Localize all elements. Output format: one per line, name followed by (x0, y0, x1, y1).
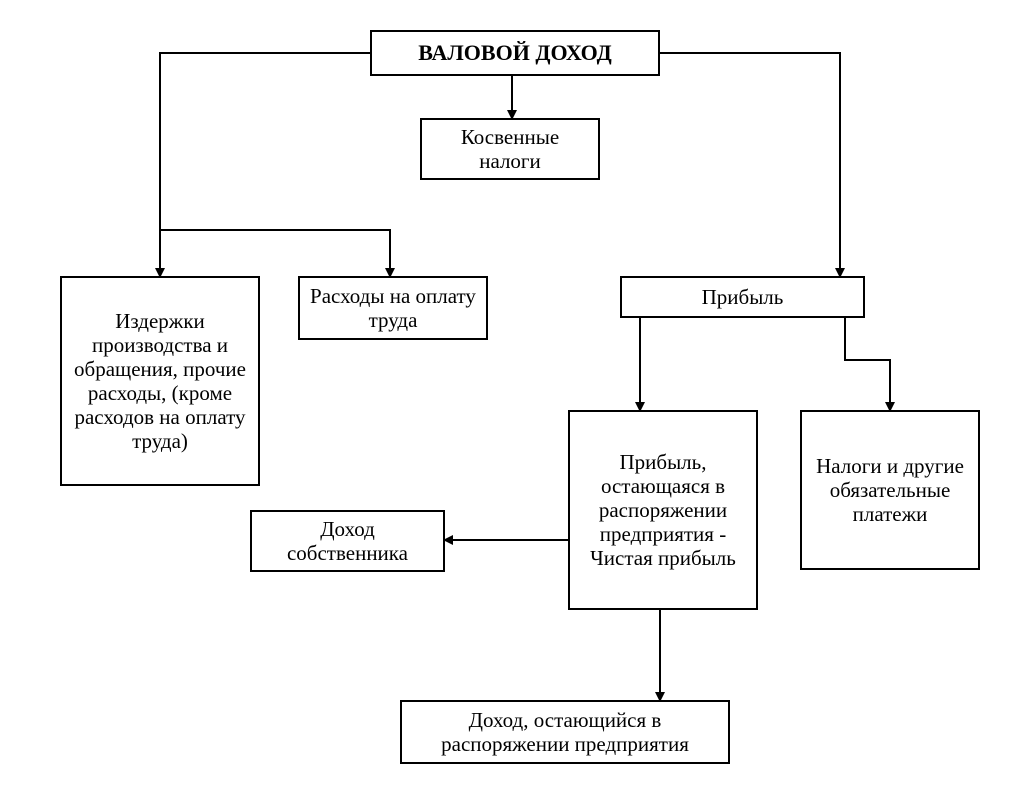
node-label: Прибыль (702, 285, 784, 309)
node-owner-income: Доход собственника (250, 510, 445, 572)
node-indirect-taxes: Косвенные налоги (420, 118, 600, 180)
node-label: Налоги и другие обязательные платежи (808, 454, 972, 526)
node-label: Издержки производства и обращения, прочи… (68, 309, 252, 454)
node-labor-costs: Расходы на оплату труда (298, 276, 488, 340)
node-gross-income: ВАЛОВОЙ ДОХОД (370, 30, 660, 76)
node-label: Прибыль, остающаяся в распоряжении предп… (576, 450, 750, 571)
node-remaining-income: Доход, остающийся в распоряжении предпри… (400, 700, 730, 764)
node-label: ВАЛОВОЙ ДОХОД (418, 40, 612, 65)
node-label: Косвенные налоги (428, 125, 592, 173)
node-label: Расходы на оплату труда (306, 284, 480, 332)
edge-e2a (160, 53, 370, 230)
edge-e3a (660, 53, 840, 276)
node-mandatory-payments: Налоги и другие обязательные платежи (800, 410, 980, 570)
node-profit: Прибыль (620, 276, 865, 318)
flowchart-stage: ВАЛОВОЙ ДОХОД Косвенные налоги Издержки … (0, 0, 1025, 807)
node-production-costs: Издержки производства и обращения, прочи… (60, 276, 260, 486)
node-label: Доход, остающийся в распоряжении предпри… (408, 708, 722, 756)
edge-e4b (845, 318, 890, 410)
edge-e2b (160, 230, 390, 276)
node-label: Доход собственника (258, 517, 437, 565)
node-net-profit: Прибыль, остающаяся в распоряжении предп… (568, 410, 758, 610)
